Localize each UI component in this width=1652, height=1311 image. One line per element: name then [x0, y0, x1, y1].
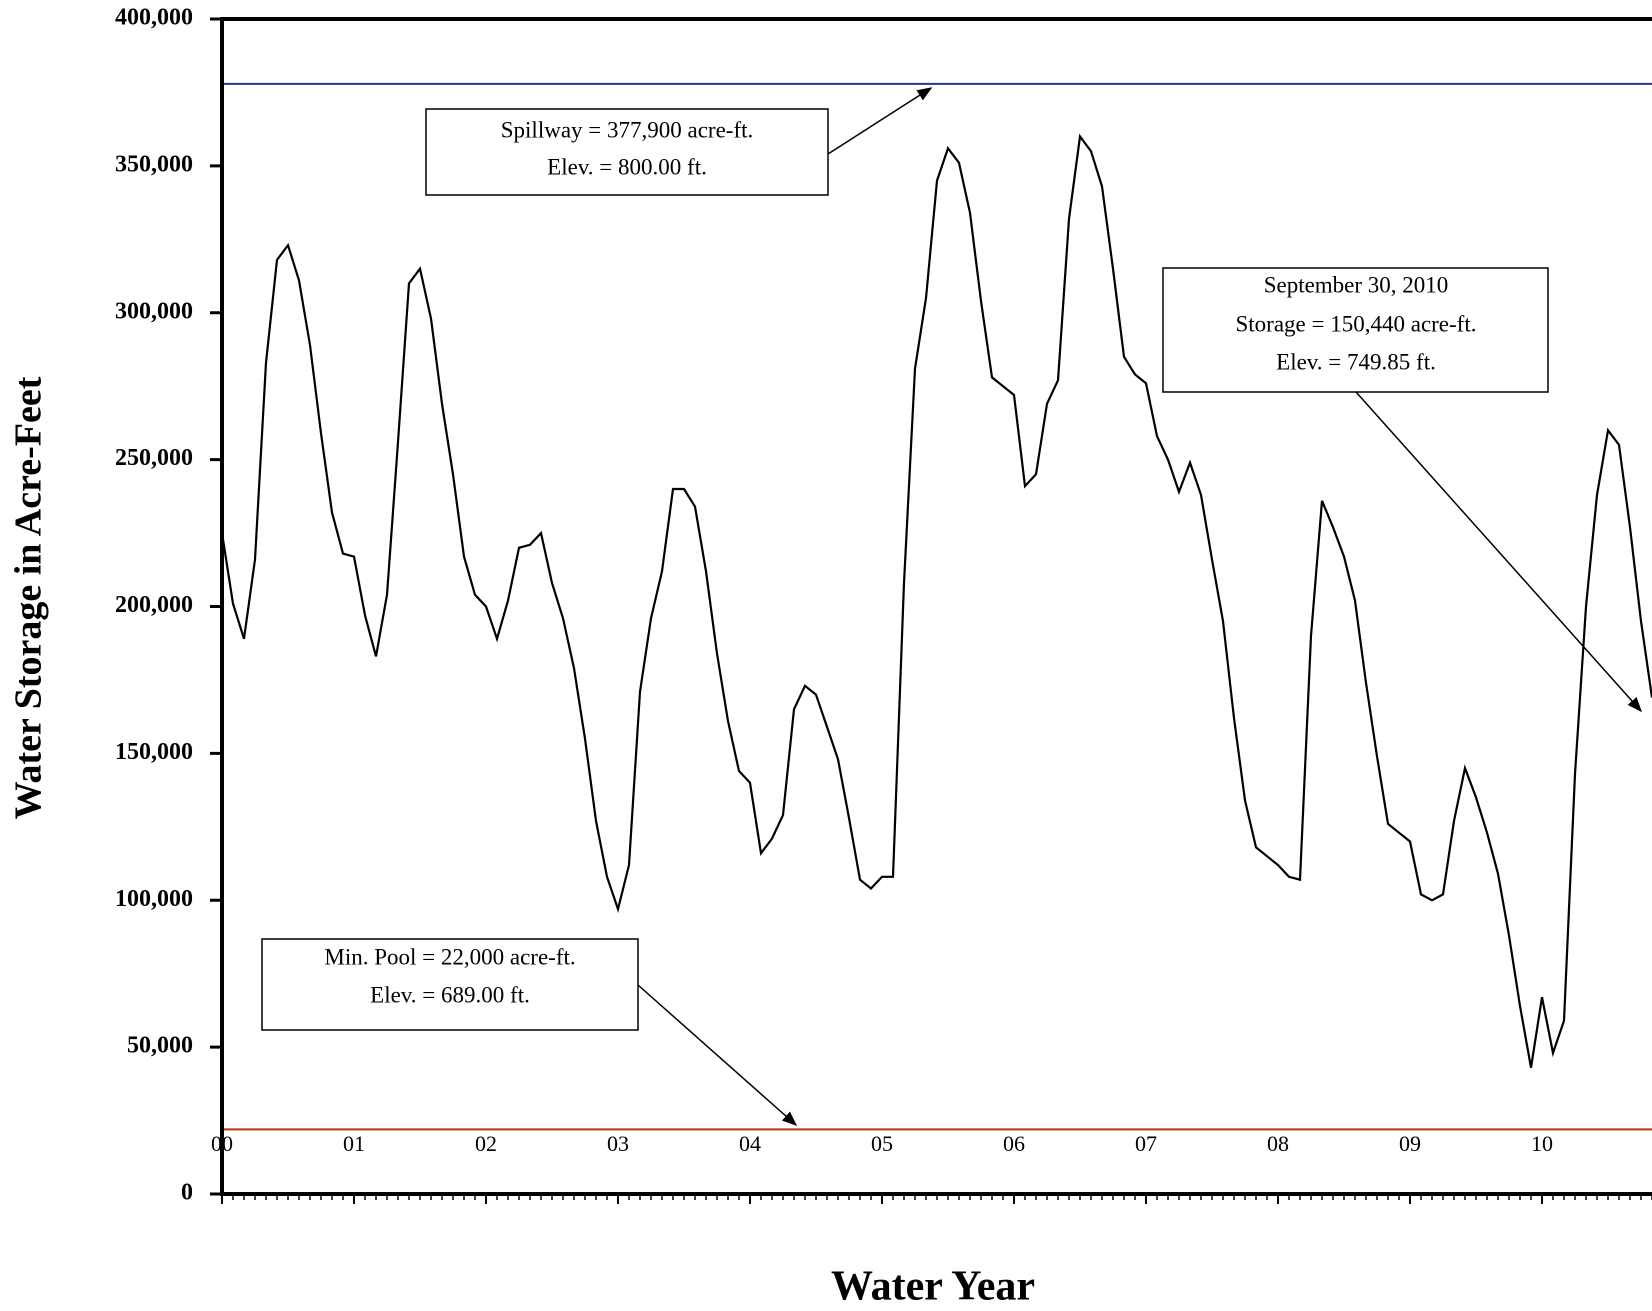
annotation-arrow [827, 87, 933, 155]
y-tick-label: 150,000 [115, 739, 193, 765]
x-tick-label: 09 [1399, 1131, 1421, 1156]
x-tick-label: 01 [343, 1131, 365, 1156]
x-tick-label: 02 [475, 1131, 497, 1156]
annotation-arrow [1355, 391, 1642, 713]
x-tick-label: 05 [871, 1131, 893, 1156]
y-tick-label: 100,000 [115, 886, 193, 912]
storage-line [220, 133, 1652, 1068]
annotation-text: Spillway = 377,900 acre-ft. [501, 117, 754, 142]
annotation-text: Elev. = 749.85 ft. [1276, 349, 1436, 374]
y-tick-label: 200,000 [115, 592, 193, 618]
annotation-box [261, 938, 639, 1031]
annotation-box [1162, 267, 1549, 393]
annotation-text: September 30, 2010 [1264, 272, 1449, 297]
y-tick-label: 300,000 [115, 298, 193, 324]
y-tick-label: 0 [181, 1180, 193, 1206]
x-tick-label: 07 [1135, 1131, 1157, 1156]
x-tick-label: 04 [739, 1131, 761, 1156]
x-tick-label: 10 [1531, 1131, 1553, 1156]
y-tick-label: 50,000 [127, 1033, 193, 1059]
x-tick-label: 03 [607, 1131, 629, 1156]
annotation-text: Min. Pool = 22,000 acre-ft. [324, 944, 575, 969]
y-tick-label: 350,000 [115, 151, 193, 177]
y-tick-label: 250,000 [115, 445, 193, 471]
annotation-text: Elev. = 689.00 ft. [370, 982, 530, 1007]
y-axis-label: Water Storage in Acre-Feet [8, 376, 50, 819]
annotation-text: Elev. = 800.00 ft. [547, 154, 707, 179]
x-tick-label: 06 [1003, 1131, 1025, 1156]
annotation-arrow [637, 984, 798, 1126]
x-tick-label: 08 [1267, 1131, 1289, 1156]
annotation-box [425, 108, 829, 196]
x-axis-label: Water Year [831, 1264, 1035, 1310]
y-tick-label: 400,000 [115, 5, 193, 31]
annotation-text: Storage = 150,440 acre-ft. [1236, 311, 1477, 336]
